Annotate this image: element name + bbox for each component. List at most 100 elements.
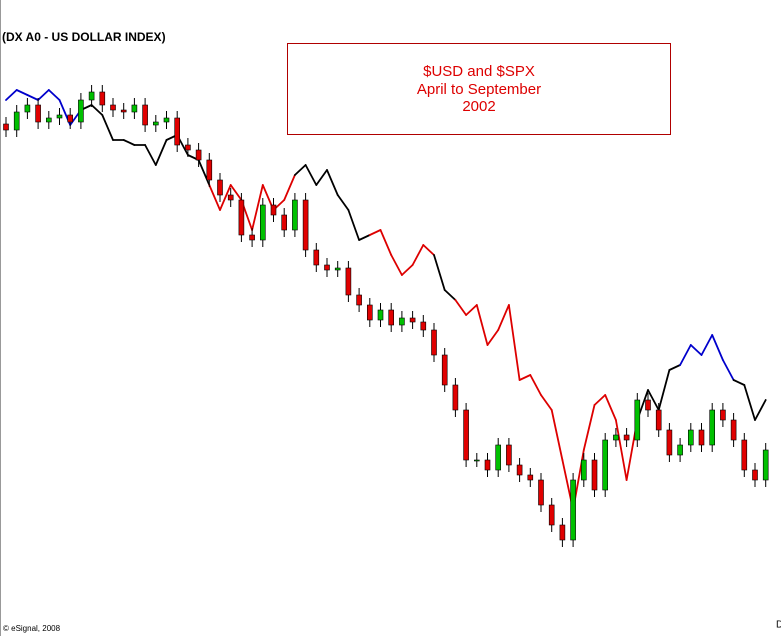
overlay-line <box>326 169 339 196</box>
candle-body <box>463 409 469 461</box>
candle-body <box>174 117 180 146</box>
overlay-line <box>293 164 307 176</box>
overlay-line <box>37 89 50 101</box>
candle-body <box>88 91 95 101</box>
candle-body <box>206 159 213 181</box>
overlay-line <box>615 419 628 481</box>
candle-body <box>238 199 245 236</box>
overlay-line <box>26 94 39 101</box>
overlay-line <box>144 144 157 166</box>
overlay-line <box>154 139 168 166</box>
candle-body <box>45 117 52 123</box>
overlay-line <box>358 234 371 241</box>
overlay-line <box>540 394 553 411</box>
candle-body <box>292 199 298 231</box>
candle-body <box>655 409 662 431</box>
candle-body <box>249 234 255 241</box>
overlay-line <box>518 374 532 381</box>
candle-body <box>752 469 758 481</box>
overlay-line <box>486 329 500 346</box>
overlay-line <box>5 89 18 101</box>
candle-body <box>227 194 234 201</box>
candle-body <box>13 111 20 131</box>
candle-body <box>24 104 31 113</box>
candle-body <box>56 114 63 119</box>
candle-body <box>67 114 73 123</box>
candle-body <box>377 309 384 321</box>
candle-body <box>473 459 480 462</box>
overlay-line <box>90 104 104 116</box>
overlay-line <box>315 169 328 186</box>
candle-body <box>709 409 716 446</box>
overlay-line <box>711 334 724 361</box>
candle-body <box>741 439 748 471</box>
candle-body <box>495 444 502 471</box>
candle-body <box>366 304 373 321</box>
overlay-line <box>647 389 660 411</box>
overlay-line <box>722 359 735 381</box>
candle-body <box>302 199 309 251</box>
candle-body <box>217 179 223 196</box>
overlay-line <box>443 289 457 301</box>
candle-body <box>602 439 609 491</box>
candle-body <box>120 109 127 113</box>
candle-body <box>570 479 576 541</box>
candle-body <box>506 444 512 466</box>
overlay-line <box>465 304 478 316</box>
candle-body <box>527 474 534 481</box>
overlay-line <box>679 344 692 366</box>
candle-body <box>452 384 459 411</box>
candle-body <box>441 354 448 386</box>
overlay-line <box>219 184 232 211</box>
candle-body <box>538 479 544 506</box>
candle-body <box>666 429 673 456</box>
candle-body <box>720 409 726 421</box>
overlay-line <box>454 299 468 316</box>
candle-body <box>677 444 683 456</box>
overlay-line <box>122 139 136 146</box>
overlay-line <box>689 344 703 356</box>
overlay-line <box>422 244 435 256</box>
candle-body <box>345 267 352 296</box>
candle-body <box>548 504 555 526</box>
candle-body <box>153 121 159 126</box>
candle-body <box>399 317 405 326</box>
candle-body <box>110 104 116 111</box>
candle-body <box>388 309 395 326</box>
candle-body <box>687 429 694 446</box>
candle-body <box>313 249 320 266</box>
overlay-line <box>433 254 446 291</box>
annotation-box <box>287 43 671 135</box>
candle-body <box>645 399 651 411</box>
candle-body <box>484 459 491 471</box>
overlay-line <box>657 369 671 411</box>
overlay-line <box>550 409 564 461</box>
candle-body <box>730 419 737 441</box>
overlay-line <box>743 384 756 421</box>
candle-body <box>163 117 170 123</box>
candle-body <box>78 99 84 123</box>
candle-body <box>195 149 202 161</box>
overlay-line <box>251 184 264 231</box>
overlay-line <box>101 114 114 141</box>
overlay-line <box>732 379 746 386</box>
overlay-line <box>497 304 510 331</box>
candle-body <box>270 204 277 216</box>
overlay-line <box>283 174 296 201</box>
candle-body <box>516 464 523 476</box>
overlay-line <box>400 264 414 276</box>
overlay-line <box>507 304 521 381</box>
footer: © eSignal, 2008 <box>3 624 61 633</box>
overlay-line <box>197 159 211 186</box>
overlay-line <box>700 334 714 356</box>
candle-body <box>762 449 769 481</box>
overlay-line <box>368 229 382 236</box>
annotation-line: 2002 <box>462 98 495 115</box>
overlay-line <box>208 184 221 211</box>
candle-body <box>131 104 138 113</box>
overlay-line <box>15 89 29 96</box>
chart-title: (DX A0 - US DOLLAR INDEX) <box>2 30 166 44</box>
overlay-line <box>347 209 361 241</box>
candle-body <box>698 429 705 446</box>
